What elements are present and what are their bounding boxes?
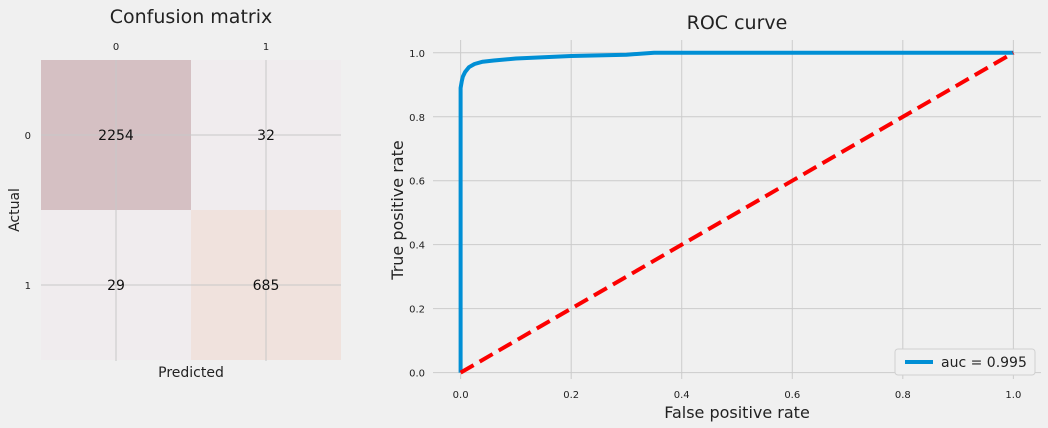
cm-x-tick-label: 1 [263, 42, 269, 53]
cm-cell-label: 685 [253, 278, 280, 294]
cm-x-tick-label: 0 [113, 42, 119, 53]
roc-title: ROC curve [687, 12, 788, 34]
cm-y-tick-label: 1 [25, 281, 31, 292]
cm-grid [41, 60, 341, 361]
roc-y-tick-label: 0.6 [409, 177, 425, 188]
roc-auc-series [458, 50, 1014, 373]
cm-cell-labels: 2254 32 29 685 [98, 128, 279, 294]
roc-ticks: 0.0 0.2 0.4 0.6 0.8 1.0 0.0 0.2 0.4 0.6 0.8 1.0 [409, 49, 1021, 401]
roc-y-tick-label: 0.2 [409, 305, 425, 316]
roc-x-tick-label: 0.8 [895, 390, 911, 401]
cm-xlabel: Predicted [158, 365, 224, 381]
roc-baseline-series [459, 51, 1015, 375]
roc-series [458, 50, 1015, 375]
roc-x-tick-label: 1.0 [1005, 390, 1021, 401]
cm-cell-label: 2254 [98, 128, 134, 144]
cm-ylabel: Actual [7, 188, 23, 232]
roc-x-tick-label: 0.4 [674, 390, 690, 401]
cm-y-tick-label: 0 [25, 131, 31, 142]
roc-y-tick-label: 0.0 [409, 369, 425, 380]
cm-ticks: 0 0 1 1 [25, 42, 270, 292]
roc-x-tick-label: 0.0 [453, 390, 469, 401]
cm-cell-label: 29 [107, 278, 125, 294]
roc-legend-box [894, 348, 1036, 376]
roc-y-tick-label: 1.0 [409, 49, 425, 60]
roc-xlabel: False positive rate [664, 403, 810, 422]
roc-legend-label: auc = 0.995 [941, 355, 1027, 371]
roc-x-tick-label: 0.2 [563, 390, 579, 401]
cm-cell-label: 32 [257, 128, 275, 144]
roc-y-tick-label: 0.8 [409, 113, 425, 124]
roc-ylabel: True positive rate [388, 140, 407, 280]
roc-curve-chart: ROC curve 0.0 0.2 0.4 0.6 0.8 1.0 0.0 0.2 0.4 0.6… [388, 12, 1041, 422]
roc-x-tick-label: 0.6 [784, 390, 800, 401]
roc-y-tick-label: 0.4 [409, 241, 425, 252]
confusion-matrix-chart: Confusion matrix 0 0 1 1 2254 32 29 685 Predic… [7, 6, 341, 381]
roc-legend: auc = 0.995 [894, 348, 1036, 376]
cm-cells [41, 60, 341, 360]
cm-title: Confusion matrix [110, 6, 272, 28]
